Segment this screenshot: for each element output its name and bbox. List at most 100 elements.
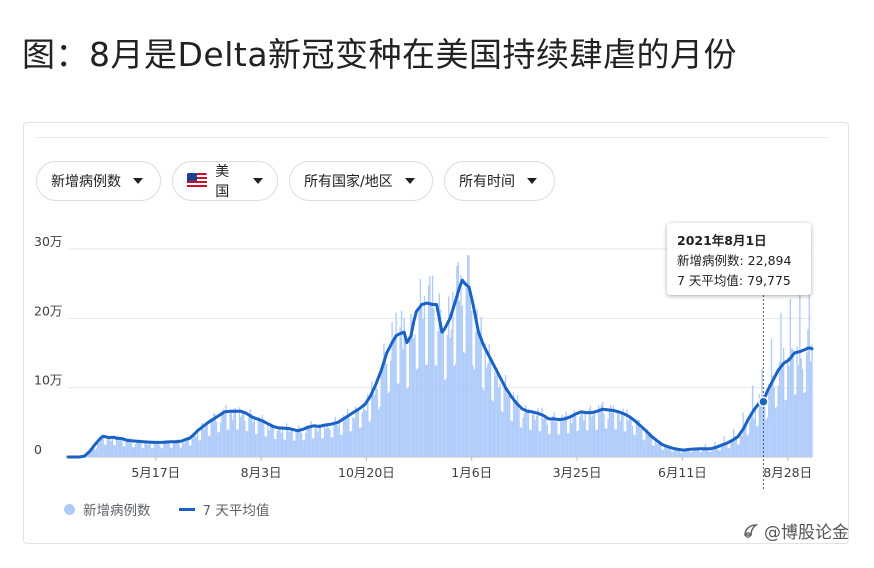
daily-bar — [217, 432, 219, 457]
daily-bar — [346, 408, 349, 457]
daily-bar — [118, 440, 120, 457]
daily-bar — [504, 375, 507, 457]
chevron-down-icon — [527, 178, 537, 184]
tooltip-average: 7 天平均值: 79,775 — [677, 273, 791, 288]
daily-bar — [569, 415, 571, 457]
daily-bar — [304, 433, 307, 457]
daily-bar — [558, 434, 561, 457]
daily-bar — [361, 411, 364, 457]
daily-bar — [619, 420, 621, 457]
daily-bar — [714, 442, 716, 457]
daily-bar — [145, 441, 147, 457]
daily-bar — [210, 417, 212, 457]
daily-bar — [310, 421, 312, 457]
daily-bar — [130, 442, 133, 457]
daily-bar — [764, 401, 766, 457]
daily-bar — [468, 255, 470, 457]
time-range-dropdown[interactable]: 所有时间 — [444, 161, 555, 201]
daily-bar — [564, 415, 566, 457]
daily-bar — [589, 405, 592, 457]
daily-bar — [86, 455, 88, 457]
daily-bar — [522, 417, 524, 457]
watermark-logo-icon — [744, 523, 759, 538]
daily-bar — [202, 423, 204, 457]
daily-bar — [539, 431, 542, 457]
daily-bar — [180, 447, 183, 457]
daily-bar — [129, 438, 131, 457]
daily-bar — [747, 434, 750, 457]
daily-bar — [392, 339, 395, 457]
daily-bar — [456, 266, 458, 457]
daily-bar — [313, 438, 315, 457]
daily-bar — [734, 435, 736, 457]
country-dropdown[interactable]: 美国 — [172, 161, 278, 201]
daily-bar — [334, 416, 337, 457]
daily-bar — [259, 417, 261, 457]
daily-bar — [261, 415, 264, 457]
daily-bar — [604, 428, 607, 457]
daily-bar — [452, 291, 454, 457]
daily-bar — [209, 435, 211, 457]
daily-bar — [207, 436, 210, 457]
daily-bar — [700, 452, 702, 457]
daily-bar — [134, 444, 137, 457]
daily-bar — [656, 443, 658, 457]
daily-bar — [515, 400, 517, 457]
daily-bar — [448, 296, 450, 457]
daily-bar — [599, 412, 601, 457]
daily-bar — [570, 423, 573, 457]
legend-bar-label: 新增病例数 — [83, 503, 151, 519]
daily-bar — [91, 447, 93, 457]
daily-bar — [287, 426, 289, 457]
daily-bar — [566, 433, 569, 457]
daily-bar — [739, 433, 742, 457]
daily-bar — [716, 448, 719, 457]
daily-bar — [606, 428, 608, 457]
x-tick-label: 1月6日 — [451, 465, 492, 480]
daily-bar — [776, 406, 778, 457]
daily-bar — [760, 398, 762, 457]
daily-bar — [419, 279, 422, 457]
daily-bar — [194, 433, 196, 457]
x-tick-label: 10月20日 — [338, 465, 395, 480]
daily-bar — [552, 416, 554, 457]
daily-bar — [803, 392, 805, 457]
daily-bar — [774, 408, 777, 457]
daily-bar — [684, 450, 686, 457]
cases-chart[interactable]: 0 10万 20万 30万 5月17日 8月3日 10月20日 1月6日 3月25日 6月11日 8… — [24, 123, 848, 543]
daily-bar — [215, 421, 218, 457]
daily-bar — [669, 447, 671, 457]
daily-bar — [423, 295, 426, 457]
daily-bar — [138, 442, 141, 457]
daily-bar — [801, 368, 804, 457]
daily-bar — [575, 415, 577, 457]
daily-bar — [809, 361, 812, 457]
daily-bar — [303, 440, 305, 457]
daily-bar — [479, 331, 481, 457]
region-dropdown[interactable]: 所有国家/地区 — [289, 161, 433, 201]
x-tick-label: 8月28日 — [763, 465, 812, 480]
daily-bar — [711, 447, 713, 457]
daily-bar — [650, 433, 652, 457]
daily-bar — [226, 429, 229, 457]
daily-bar — [354, 406, 357, 457]
x-tick-label: 8月3日 — [241, 465, 282, 480]
daily-bar — [687, 448, 689, 457]
daily-bar — [137, 439, 139, 457]
daily-bar — [115, 436, 118, 457]
daily-bar — [230, 412, 233, 457]
daily-bar — [315, 428, 318, 457]
daily-bar — [804, 392, 806, 457]
daily-bar — [90, 450, 92, 457]
daily-bar — [688, 450, 690, 457]
metric-dropdown[interactable]: 新增病例数 — [36, 161, 161, 201]
daily-bar — [472, 365, 474, 457]
daily-bar — [165, 440, 168, 457]
daily-bar — [719, 450, 721, 457]
daily-bar — [728, 447, 731, 457]
daily-bar — [704, 443, 707, 457]
daily-bar — [336, 421, 338, 457]
legend-line-swatch — [178, 507, 195, 511]
daily-bar — [253, 416, 256, 457]
y-tick-label: 30万 — [34, 234, 62, 249]
